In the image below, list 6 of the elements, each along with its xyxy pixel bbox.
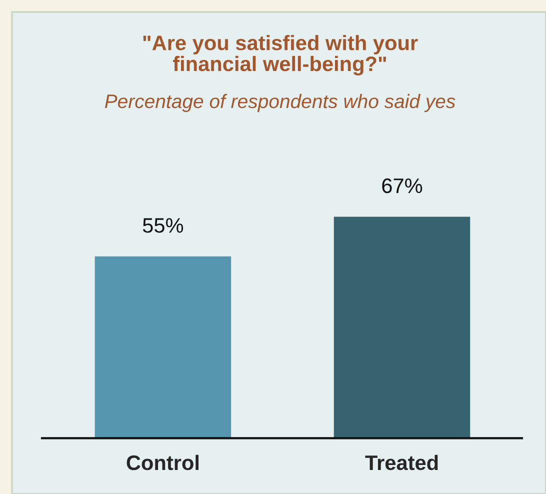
x-tick-label: Control — [126, 454, 199, 470]
data-label: 55% — [142, 218, 184, 233]
chart-subtitle: Percentage of respondents who said yes — [104, 94, 456, 112]
chart-title: "Are you satisfied with your financial well-being?" — [143, 35, 418, 76]
x-tick-label: Treated — [365, 454, 438, 470]
data-label: 67% — [382, 178, 422, 194]
